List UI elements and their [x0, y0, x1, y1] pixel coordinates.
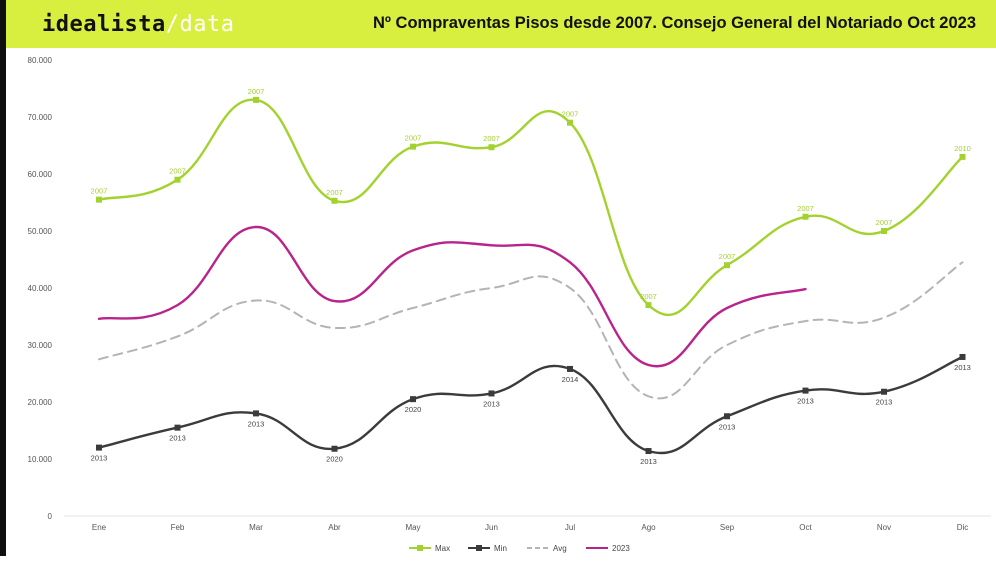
y-tick-label: 0 [48, 512, 53, 521]
data-label-min: 2020 [326, 455, 343, 464]
data-label-max: 2007 [169, 167, 186, 176]
data-point-max [645, 302, 652, 309]
data-label-min: 2013 [483, 399, 500, 408]
data-label-min: 2013 [640, 457, 657, 466]
series-line-min [97, 355, 964, 455]
data-label-min: 2013 [954, 363, 971, 372]
data-label-max: 2007 [91, 187, 108, 196]
data-label-max: 2010 [954, 144, 971, 153]
data-point-max [410, 143, 416, 150]
data-point-min [567, 365, 573, 372]
left-edge-bar [0, 0, 6, 556]
x-tick-label: Mar [249, 523, 263, 532]
data-point-min [174, 424, 181, 431]
data-point-min [802, 387, 809, 394]
legend-label-avg: Avg [553, 544, 567, 553]
data-label-max: 2007 [876, 218, 893, 227]
data-point-min [959, 353, 966, 360]
header-bar: idealista/data Nº Compraventas Pisos des… [6, 0, 996, 48]
data-point-min [488, 390, 495, 397]
data-point-min [253, 410, 259, 417]
x-tick-label: Oct [799, 523, 812, 532]
data-label-max: 2007 [797, 204, 814, 213]
x-tick-label: Nov [877, 523, 891, 532]
y-tick-label: 30.000 [28, 341, 53, 350]
data-label-max: 2007 [326, 188, 343, 197]
chart-title: Nº Compraventas Pisos desde 2007. Consej… [373, 14, 976, 32]
data-point-max [567, 119, 573, 126]
data-point-max [724, 262, 730, 269]
series-line-2023 [97, 225, 807, 368]
x-tick-label: Feb [171, 523, 185, 532]
data-label-min: 2020 [405, 405, 422, 414]
legend-label-2023: 2023 [612, 544, 630, 553]
data-point-min [410, 396, 416, 403]
data-label-max: 2007 [719, 252, 736, 261]
data-point-min [331, 445, 338, 452]
y-tick-label: 10.000 [28, 455, 53, 464]
data-point-min [96, 444, 102, 451]
logo-sub: data [179, 12, 235, 37]
data-label-min: 2013 [876, 398, 893, 407]
data-point-max [881, 228, 887, 234]
data-label-max: 2007 [405, 134, 422, 143]
legend-label-min: Min [494, 544, 507, 553]
x-tick-label: Ene [92, 523, 107, 532]
data-label-min: 2013 [248, 419, 265, 428]
data-label-min: 2013 [797, 397, 814, 406]
data-label-min: 2013 [719, 422, 736, 431]
data-point-max [488, 144, 495, 151]
data-label-max: 2007 [248, 87, 265, 96]
series-line-avg [98, 261, 964, 400]
idealista-data-logo: idealista/data [42, 12, 234, 37]
x-tick-label: Sep [720, 523, 735, 532]
logo-brand: idealista [42, 12, 166, 37]
data-label-max: 2007 [640, 292, 657, 301]
data-point-max [959, 153, 966, 160]
y-tick-label: 20.000 [28, 398, 53, 407]
data-point-min [645, 448, 652, 455]
data-point-min [724, 413, 730, 420]
data-point-min [881, 388, 887, 395]
data-label-min: 2013 [169, 434, 186, 443]
line-chart: 0 10.000 20.000 30.000 40.000 50.000 60.000 70.… [28, 56, 991, 553]
data-label-min: 2014 [562, 375, 579, 384]
data-point-max [802, 213, 809, 220]
data-label-min: 2013 [91, 454, 108, 463]
y-tick-label: 60.000 [28, 170, 53, 179]
logo-slash: / [165, 12, 180, 37]
data-label-max: 2007 [562, 110, 579, 119]
chart-area: 0 10.000 20.000 30.000 40.000 50.000 60.000 70.… [6, 48, 996, 556]
data-point-max [253, 96, 259, 103]
y-tick-label: 40.000 [28, 284, 53, 293]
series-line-max [97, 98, 964, 317]
legend-label-max: Max [435, 544, 450, 553]
legend-marker-min [476, 545, 482, 551]
data-label-max: 2007 [483, 134, 500, 143]
x-tick-label: Dic [957, 523, 969, 532]
x-tick-label: Abr [328, 523, 341, 532]
y-tick-label: 70.000 [28, 113, 53, 122]
x-tick-label: May [405, 523, 420, 532]
data-point-max [96, 196, 102, 203]
x-tick-label: Ago [641, 523, 656, 532]
y-tick-label: 80.000 [28, 56, 53, 65]
x-tick-label: Jun [485, 523, 498, 532]
data-point-max [331, 197, 338, 204]
data-point-max [174, 176, 181, 183]
y-tick-label: 50.000 [28, 227, 53, 236]
x-tick-label: Jul [565, 523, 575, 532]
legend-marker-max [417, 545, 423, 551]
